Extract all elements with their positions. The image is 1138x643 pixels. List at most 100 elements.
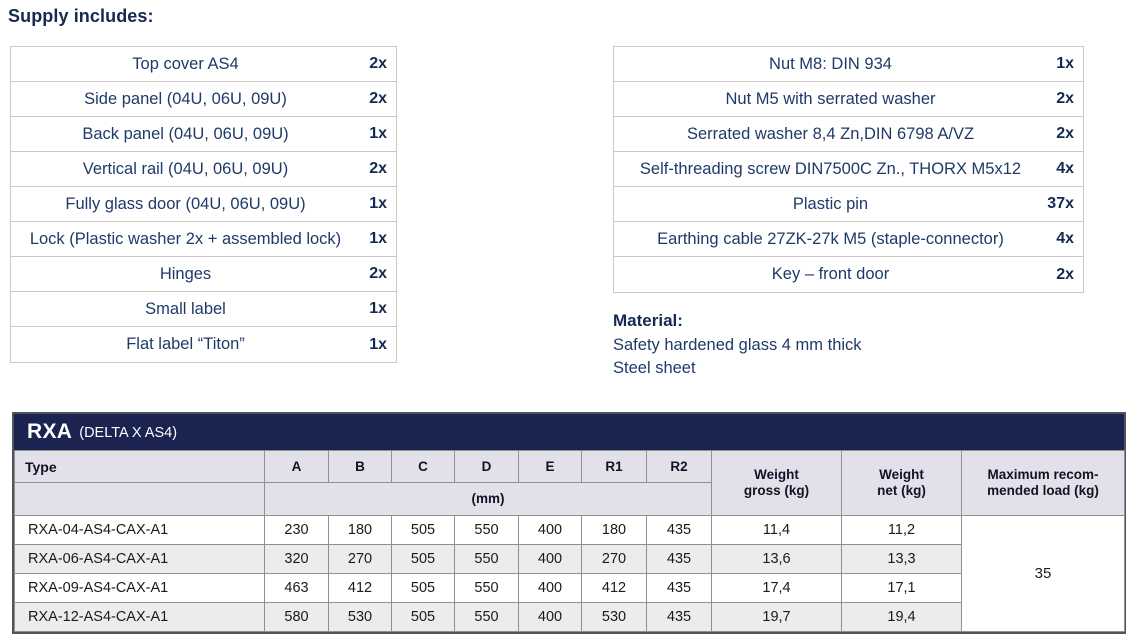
rxa-cell-type: RXA-09-AS4-CAX-A1 [14,573,265,603]
rxa-col-header-weight-net: Weight net (kg) [841,450,962,516]
supply-item-qty: 1x [369,125,387,142]
supply-item-label: Hinges [159,264,212,283]
rxa-dimensions-table: Type A B C D E R1 R2 Weight gross (kg) Weight net (… [14,450,1125,632]
supply-item-label: Plastic pin [792,194,869,213]
rxa-col-header-max-load-line: Maximum recom- [987,467,1099,482]
rxa-cell-dim-a: 580 [264,602,329,632]
supply-item-qty: 2x [369,160,387,177]
supply-item-row: Side panel (04U, 06U, 09U) 2x [11,82,396,117]
supply-table-left: Top cover AS4 2x Side panel (04U, 06U, 09U… [10,46,397,363]
supply-item-qty: 4x [1056,160,1074,177]
rxa-cell-dim-d: 550 [454,544,519,574]
rxa-cell-weight-net: 13,3 [841,544,962,574]
material-line: Safety hardened glass 4 mm thick [613,336,862,354]
rxa-cell-dim-a: 230 [264,515,329,545]
material-section: Material: Safety hardened glass 4 mm thi… [613,311,862,379]
supply-item-qty: 2x [369,265,387,282]
rxa-cell-weight-gross: 13,6 [711,544,842,574]
rxa-cell-dim-d: 550 [454,573,519,603]
rxa-col-header-max-load-line: mended load (kg) [987,483,1099,498]
supply-table-right: Nut M8: DIN 934 1x Nut M5 with serrated wa… [613,46,1084,293]
rxa-title-bar: RXA (DELTA X AS4) [14,414,1124,450]
supply-item-label: Lock (Plastic washer 2x + assembled lock… [29,229,342,248]
rxa-col-header-weight-net-line: Weight [879,467,924,482]
rxa-cell-dim-b: 180 [328,515,392,545]
rxa-col-header-type: Type [14,450,265,483]
rxa-title: RXA [27,420,73,443]
supply-item-row: Flat label “Titon” 1x [11,327,396,362]
supply-item-label: Key – front door [771,265,890,283]
supply-item-label: Back panel (04U, 06U, 09U) [82,124,289,143]
rxa-col-header-b: B [328,450,392,483]
rxa-cell-dim-e: 400 [518,515,582,545]
supply-item-row: Nut M5 with serrated washer 2x [614,82,1083,117]
rxa-unit-label: (mm) [264,482,712,516]
rxa-cell-type: RXA-04-AS4-CAX-A1 [14,515,265,545]
rxa-spec-table: RXA (DELTA X AS4) Type A B C D E R1 R2 Weight gro… [12,412,1126,634]
rxa-col-header-e: E [518,450,582,483]
supply-item-label: Nut M8: DIN 934 [769,54,892,73]
rxa-cell-dim-b: 270 [328,544,392,574]
supply-item-row: Small label 1x [11,292,396,327]
supply-item-qty: 1x [369,230,387,247]
rxa-col-header-weight-gross-line: gross (kg) [743,483,810,498]
rxa-col-header-weight-gross-line: Weight [754,467,799,482]
supply-item-row: Vertical rail (04U, 06U, 09U) 2x [11,152,396,187]
material-lines: Safety hardened glass 4 mm thick Steel sh… [613,334,862,379]
supply-item-qty: 2x [1056,265,1074,283]
supply-item-qty: 2x [369,55,387,72]
supply-item-row: Lock (Plastic washer 2x + assembled lock… [11,222,396,257]
supply-item-label: Top cover AS4 [132,54,239,73]
rxa-cell-weight-gross: 17,4 [711,573,842,603]
supply-item-qty: 37x [1047,195,1074,212]
rxa-cell-weight-gross: 11,4 [711,515,842,545]
supply-item-row: Nut M8: DIN 934 1x [614,47,1083,82]
supply-item-qty: 2x [369,90,387,107]
supply-item-row: Top cover AS4 2x [11,47,396,82]
rxa-cell-dim-a: 463 [264,573,329,603]
rxa-cell-dim-b: 412 [328,573,392,603]
rxa-cell-dim-r2: 435 [646,515,712,545]
rxa-cell-dim-c: 505 [391,544,455,574]
rxa-cell-weight-net: 11,2 [841,515,962,545]
supply-includes-heading: Supply includes: [8,6,154,26]
rxa-cell-dim-r2: 435 [646,573,712,603]
supply-item-label: Earthing cable 27ZK-27k M5 (staple-conne… [657,229,1004,248]
rxa-data-row: RXA-09-AS4-CAX-A1 463 412 505 550 400 412 435 17… [14,573,1125,603]
rxa-cell-dim-c: 505 [391,602,455,632]
rxa-cell-type: RXA-06-AS4-CAX-A1 [14,544,265,574]
rxa-cell-type: RXA-12-AS4-CAX-A1 [14,602,265,632]
supply-item-label: Flat label “Titon” [126,335,245,353]
rxa-cell-dim-c: 505 [391,515,455,545]
material-heading: Material: [613,311,683,330]
rxa-col-header-weight-gross: Weight gross (kg) [711,450,842,516]
material-line: Steel sheet [613,358,696,377]
rxa-col-header-weight-net-line: net (kg) [877,483,926,498]
supply-item-qty: 1x [369,300,387,317]
supply-item-row: Key – front door 2x [614,257,1083,292]
supply-item-label: Self-threading screw DIN7500C Zn., THORX… [639,159,1022,178]
rxa-col-header-c: C [391,450,455,483]
rxa-cell-max-load: 35 [961,515,1125,632]
rxa-cell-dim-r1: 180 [581,515,647,545]
rxa-cell-dim-b: 530 [328,602,392,632]
rxa-cell-dim-r1: 530 [581,602,647,632]
rxa-cell-dim-r1: 412 [581,573,647,603]
rxa-data-row: RXA-06-AS4-CAX-A1 320 270 505 550 400 270 435 13… [14,544,1125,574]
rxa-cell-weight-net: 19,4 [841,602,962,632]
rxa-unit-row-empty-cell [14,482,265,516]
supply-item-qty: 2x [1056,125,1074,142]
supply-item-row: Earthing cable 27ZK-27k M5 (staple-conne… [614,222,1083,257]
supply-item-qty: 1x [369,335,387,353]
rxa-cell-dim-r2: 435 [646,544,712,574]
supply-item-qty: 4x [1056,230,1074,247]
supply-item-qty: 1x [1056,55,1074,72]
rxa-col-header-r1: R1 [581,450,647,483]
supply-item-row: Hinges 2x [11,257,396,292]
rxa-subtitle: (DELTA X AS4) [79,425,178,441]
rxa-col-header-r2: R2 [646,450,712,483]
rxa-col-header-d: D [454,450,519,483]
rxa-col-header-max-load: Maximum recom-mended load (kg) [961,450,1125,516]
rxa-cell-dim-e: 400 [518,544,582,574]
rxa-cell-dim-e: 400 [518,602,582,632]
